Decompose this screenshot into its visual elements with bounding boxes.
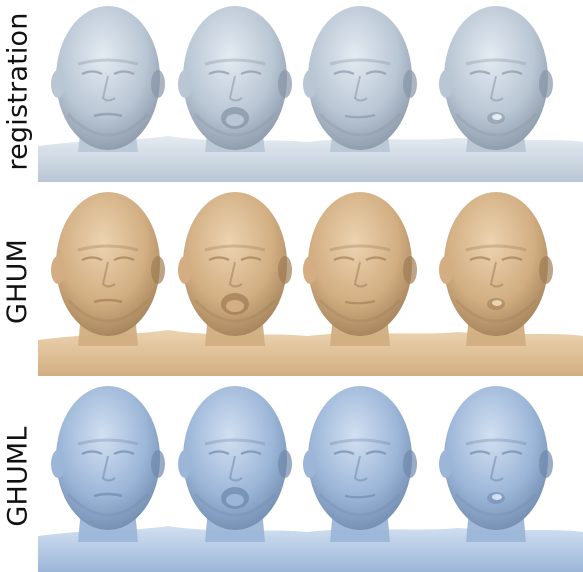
face-bust-2 [178,192,292,346]
row-label-text: GHUML [2,425,34,527]
row-label-registration: registration [0,0,36,182]
shoulders-shape [38,526,583,572]
face-bust-4 [439,192,553,346]
row-label-ghuml: GHUML [0,380,36,572]
face-renders-ghum [38,186,583,376]
face-bust-3 [303,192,417,346]
row-ghum: GHUM [0,186,583,376]
face-bust-3 [303,6,417,152]
face-bust-2 [178,386,292,542]
face-renders-registration [38,0,583,182]
face-bust-4 [439,386,553,542]
shoulders-shape [38,330,583,376]
row-label-text: registration [2,11,34,171]
face-row-svg [38,192,583,376]
row-ghuml: GHUML [0,380,583,572]
shoulders-shape [38,136,583,182]
face-renders-ghuml [38,380,583,572]
face-bust-1 [51,6,165,152]
face-bust-1 [51,192,165,346]
row-label-ghum: GHUM [0,186,36,376]
face-bust-3 [303,386,417,542]
face-row-svg [38,386,583,572]
row-registration: registration [0,0,583,182]
face-bust-2 [178,6,292,152]
face-row-svg [38,6,583,182]
face-bust-1 [51,386,165,542]
face-bust-4 [439,6,553,152]
row-label-text: GHUM [2,238,34,324]
